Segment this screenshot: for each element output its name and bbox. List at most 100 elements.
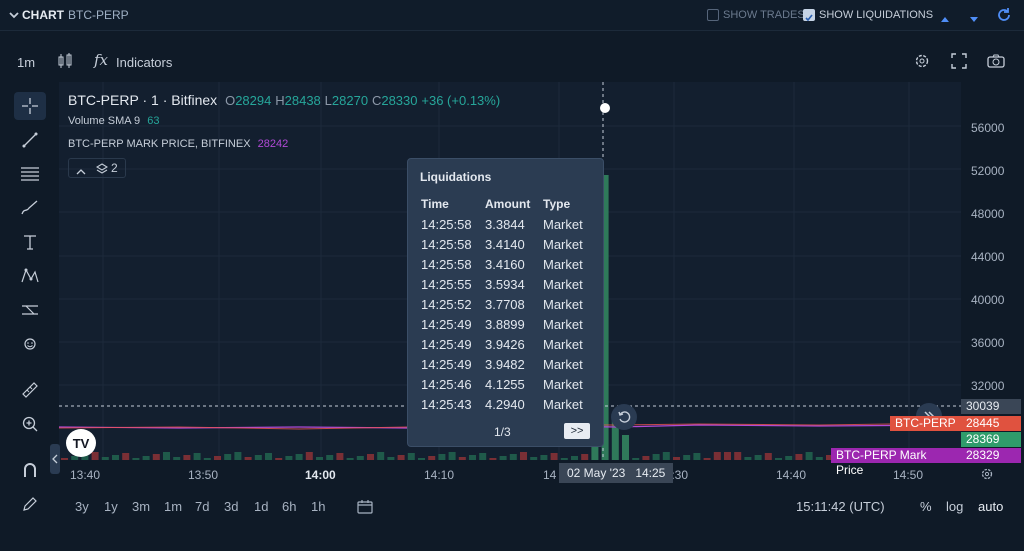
camera-icon[interactable]	[987, 53, 1005, 74]
timeframe-3m[interactable]: 3m	[132, 499, 151, 514]
collapse-toolbar-handle[interactable]	[50, 444, 60, 474]
header-time: Time	[421, 197, 449, 211]
price-label: 44000	[971, 250, 1005, 264]
volume-bar	[703, 458, 711, 460]
chevron-down-icon[interactable]	[8, 8, 20, 26]
chevron-up-icon[interactable]	[76, 163, 86, 181]
volume-bar	[724, 452, 731, 460]
interval-button[interactable]: 1m	[17, 55, 36, 70]
volume-bar	[815, 457, 823, 460]
legend-mark: BTC-PERP MARK PRICE, BITFINEX 28242	[68, 138, 288, 150]
volume-bar	[285, 456, 293, 460]
volume-bar	[163, 452, 170, 460]
timeframe-6h[interactable]: 6h	[282, 499, 297, 514]
indicators-button[interactable]: Indicators	[116, 55, 173, 70]
volume-bar	[448, 452, 456, 460]
volume-bar	[611, 420, 619, 460]
volume-bar	[571, 456, 578, 460]
liquidation-amount: 3.3844	[485, 217, 525, 232]
show-liquidations-checkbox[interactable]	[803, 9, 815, 22]
volume-bar	[336, 453, 344, 460]
arrow-up-icon[interactable]	[940, 10, 950, 28]
liquidation-amount: 3.8899	[485, 317, 525, 332]
timeframe-1d[interactable]: 1d	[254, 499, 269, 514]
chart-title: CHART	[22, 8, 64, 22]
time-label: 14:50	[893, 468, 924, 482]
liquidation-time: 14:25:58	[421, 237, 472, 252]
volume-bar	[540, 455, 548, 460]
gear-icon[interactable]	[980, 467, 994, 486]
volume-bar	[234, 452, 242, 460]
volume-bar	[438, 454, 446, 460]
time-label: 14:40	[776, 468, 807, 482]
auto-toggle[interactable]: auto	[978, 499, 1004, 514]
mark-value: 28242	[257, 138, 289, 150]
brush-icon[interactable]	[14, 194, 46, 222]
header-amount: Amount	[485, 197, 531, 211]
arrow-down-icon[interactable]	[969, 11, 979, 29]
utc-clock[interactable]: 15:11:42 (UTC)	[796, 499, 885, 514]
volume-bar	[550, 453, 558, 460]
zoom-in-icon[interactable]	[14, 410, 46, 438]
volume-bar	[499, 456, 507, 460]
date-range-icon[interactable]	[356, 499, 374, 520]
timeframe-3y[interactable]: 3y	[75, 499, 89, 514]
trend-line-icon[interactable]	[14, 126, 46, 154]
volume-bar	[316, 457, 323, 460]
pencil-lock-icon[interactable]	[14, 490, 46, 518]
pattern-icon[interactable]	[14, 262, 46, 290]
chart-header: CHART BTC-PERP SHOW TRADES SHOW LIQUIDAT…	[0, 0, 1024, 31]
function-icon[interactable]: fx	[94, 51, 109, 69]
legend-collapse[interactable]: 2	[68, 158, 126, 178]
fullscreen-icon[interactable]	[951, 53, 967, 74]
legend-c-label: C	[371, 93, 382, 108]
log-toggle[interactable]: log	[946, 499, 964, 514]
show-liquidations-label[interactable]: SHOW LIQUIDATIONS	[819, 9, 934, 21]
price-label: 48000	[971, 207, 1005, 221]
timeframe-1y[interactable]: 1y	[104, 499, 118, 514]
show-trades-label[interactable]: SHOW TRADES	[723, 9, 805, 21]
volume-bar	[662, 452, 670, 460]
tradingview-logo[interactable]: TV	[66, 429, 96, 457]
candlestick-icon[interactable]	[57, 52, 73, 75]
volume-bar	[183, 455, 191, 460]
volume-bar	[673, 457, 680, 460]
timeframe-1h[interactable]: 1h	[311, 499, 326, 514]
volume-bar	[642, 456, 650, 460]
timeframe-7d[interactable]: 7d	[195, 499, 210, 514]
price-axis[interactable]: 56000 52000 48000 44000 40000 36000 32000 3003…	[961, 82, 1024, 463]
refresh-icon[interactable]	[997, 7, 1011, 26]
volume-bar	[407, 453, 415, 460]
forecast-icon[interactable]	[14, 296, 46, 324]
show-trades-checkbox[interactable]	[707, 9, 719, 21]
reset-chart-button[interactable]	[611, 404, 637, 430]
volume-bar	[734, 452, 742, 460]
volume-bar	[387, 457, 395, 460]
liquidation-amount: 3.4140	[485, 237, 525, 252]
crosshair-icon[interactable]	[14, 92, 46, 120]
ruler-icon[interactable]	[14, 376, 46, 404]
next-page-button[interactable]: >>	[564, 423, 590, 439]
volume-bar	[775, 458, 782, 460]
time-axis[interactable]: 13:40 13:50 14:00 14:10 14 14:30 14:40 1…	[59, 460, 961, 490]
time-label: 14:00	[305, 468, 336, 482]
timeframe-3d[interactable]: 3d	[224, 499, 239, 514]
liquidation-time: 14:25:49	[421, 317, 472, 332]
volume-bar	[275, 458, 283, 460]
price-label: 36000	[971, 336, 1005, 350]
magnet-icon[interactable]	[14, 456, 46, 484]
fib-lines-icon[interactable]	[14, 160, 46, 188]
liquidation-amount: 3.4160	[485, 257, 525, 272]
text-tool-icon[interactable]	[14, 228, 46, 256]
timeframe-1m[interactable]: 1m	[164, 499, 183, 514]
percent-toggle[interactable]: %	[920, 499, 932, 514]
settings-icon[interactable]	[914, 53, 930, 74]
volume-bar	[489, 458, 497, 460]
time-label: 13:40	[70, 468, 101, 482]
legend-h-label: H	[275, 93, 285, 108]
liquidation-amount: 4.2940	[485, 397, 525, 412]
volume-bar	[377, 452, 385, 460]
emoji-icon[interactable]	[14, 330, 46, 358]
price-tag-volume: 28369	[961, 432, 1021, 447]
volume-bar	[805, 452, 813, 460]
